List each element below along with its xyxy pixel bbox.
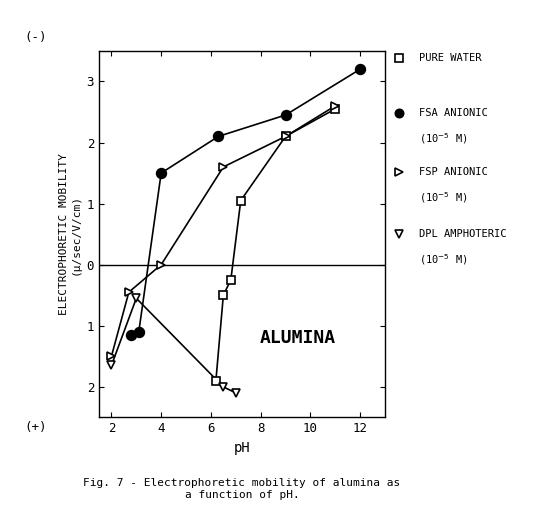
Text: (10$^{-5}$ M): (10$^{-5}$ M) xyxy=(419,190,468,205)
Text: ALUMINA: ALUMINA xyxy=(260,329,336,347)
Text: FSP ANIONIC: FSP ANIONIC xyxy=(419,167,488,177)
Text: Fig. 7 - Electrophoretic mobility of alumina as
a function of pH.: Fig. 7 - Electrophoretic mobility of alu… xyxy=(84,478,400,500)
Text: (10$^{-5}$ M): (10$^{-5}$ M) xyxy=(419,252,468,267)
Text: FSA ANIONIC: FSA ANIONIC xyxy=(419,108,488,118)
Text: (-): (-) xyxy=(25,31,47,44)
Text: (+): (+) xyxy=(25,421,47,434)
Text: (10$^{-5}$ M): (10$^{-5}$ M) xyxy=(419,131,468,146)
Text: DPL AMPHOTERIC: DPL AMPHOTERIC xyxy=(419,229,507,239)
Y-axis label: ELECTROPHORETIC MOBILITY
(μ/sec/V/cm): ELECTROPHORETIC MOBILITY (μ/sec/V/cm) xyxy=(59,153,81,315)
Text: PURE WATER: PURE WATER xyxy=(419,53,482,63)
X-axis label: pH: pH xyxy=(234,441,250,455)
